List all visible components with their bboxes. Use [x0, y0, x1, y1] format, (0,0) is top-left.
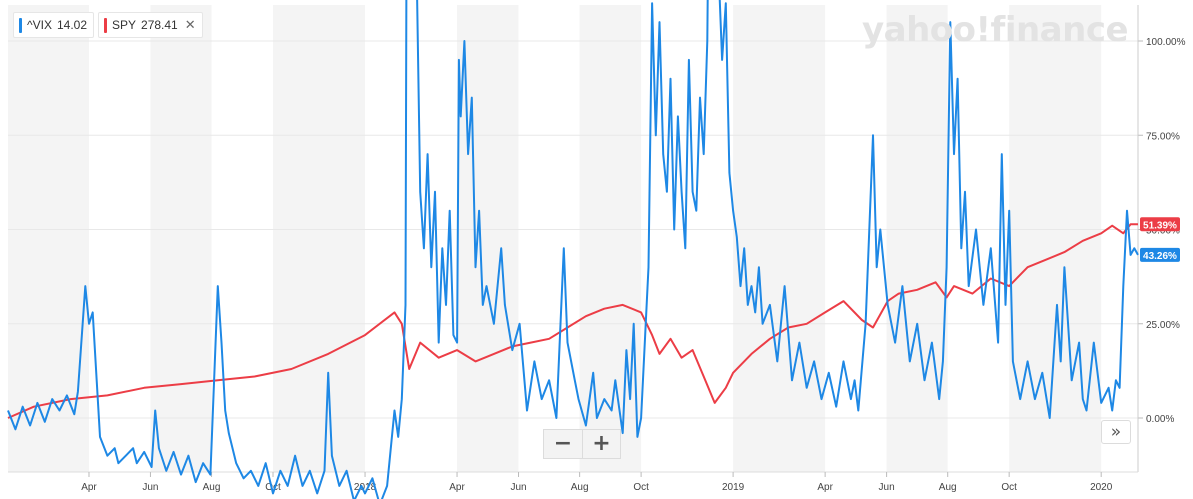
x-tick-label: Oct [1001, 482, 1017, 493]
end-label-text: 51.39% [1143, 220, 1177, 231]
x-tick-label: Jun [879, 482, 895, 493]
y-tick-label: 75.00% [1146, 131, 1180, 142]
x-tick-label: Jun [510, 482, 526, 493]
expand-button[interactable]: » [1101, 420, 1131, 444]
x-tick-label: Aug [203, 482, 221, 493]
x-tick-label: Aug [939, 482, 957, 493]
series-line-spy [7, 223, 1138, 419]
x-tick-label: 2018 [354, 482, 377, 493]
x-axis: Apr Jun Aug Oct 2018 Apr Jun Aug Oct 2019 Apr Jun Au… [8, 471, 1138, 493]
close-icon[interactable]: ✕ [184, 17, 196, 32]
x-tick-label: 2020 [1090, 482, 1113, 493]
legend-spy-symbol: SPY [112, 18, 137, 32]
month-band [273, 5, 366, 472]
y-tick-label: 100.00% [1146, 37, 1186, 48]
end-label-vix: 43.26% [1140, 247, 1180, 262]
spy-color-bar [104, 17, 107, 33]
month-band [150, 5, 212, 472]
end-label-text: 43.26% [1143, 251, 1177, 262]
legend-spy-value: 278.41 [141, 18, 178, 32]
vix-color-bar [19, 17, 22, 33]
brand-logo: yahoo!finance [862, 10, 1129, 50]
x-tick-label: Apr [449, 482, 465, 493]
legend-spy[interactable]: SPY 278.41 ✕ [98, 12, 203, 38]
zoom-out-button[interactable]: − [544, 430, 582, 458]
x-tick-label: Jun [142, 482, 158, 493]
end-labels: 43.26% 51.39% [1140, 217, 1180, 262]
month-band [8, 5, 89, 472]
series-lines [7, 0, 1139, 499]
zoom-controls: − + [543, 429, 621, 459]
end-label-bg [1140, 247, 1180, 262]
x-tick-label: Oct [265, 482, 281, 493]
x-tick-label: 2019 [722, 482, 745, 493]
legend-vix-value: 14.02 [56, 18, 88, 32]
x-tick-label: Oct [633, 482, 649, 493]
legend-vix[interactable]: ^VIX 14.02 [13, 12, 95, 38]
x-tick-label: Aug [571, 482, 589, 493]
month-band [457, 5, 519, 472]
x-tick-label: Apr [81, 482, 97, 493]
series-line-vix [7, 0, 1139, 499]
month-bands [8, 5, 1102, 472]
month-band [886, 5, 948, 472]
y-tick-label: 25.00% [1146, 320, 1180, 331]
end-label-bg [1140, 217, 1180, 232]
x-tick-label: Apr [817, 482, 833, 493]
month-band [733, 5, 826, 472]
zoom-in-button[interactable]: + [582, 430, 620, 458]
y-tick-label: 0.00% [1146, 414, 1174, 425]
legend-vix-symbol: ^VIX [27, 18, 52, 32]
end-label-spy: 51.39% [1140, 217, 1180, 232]
